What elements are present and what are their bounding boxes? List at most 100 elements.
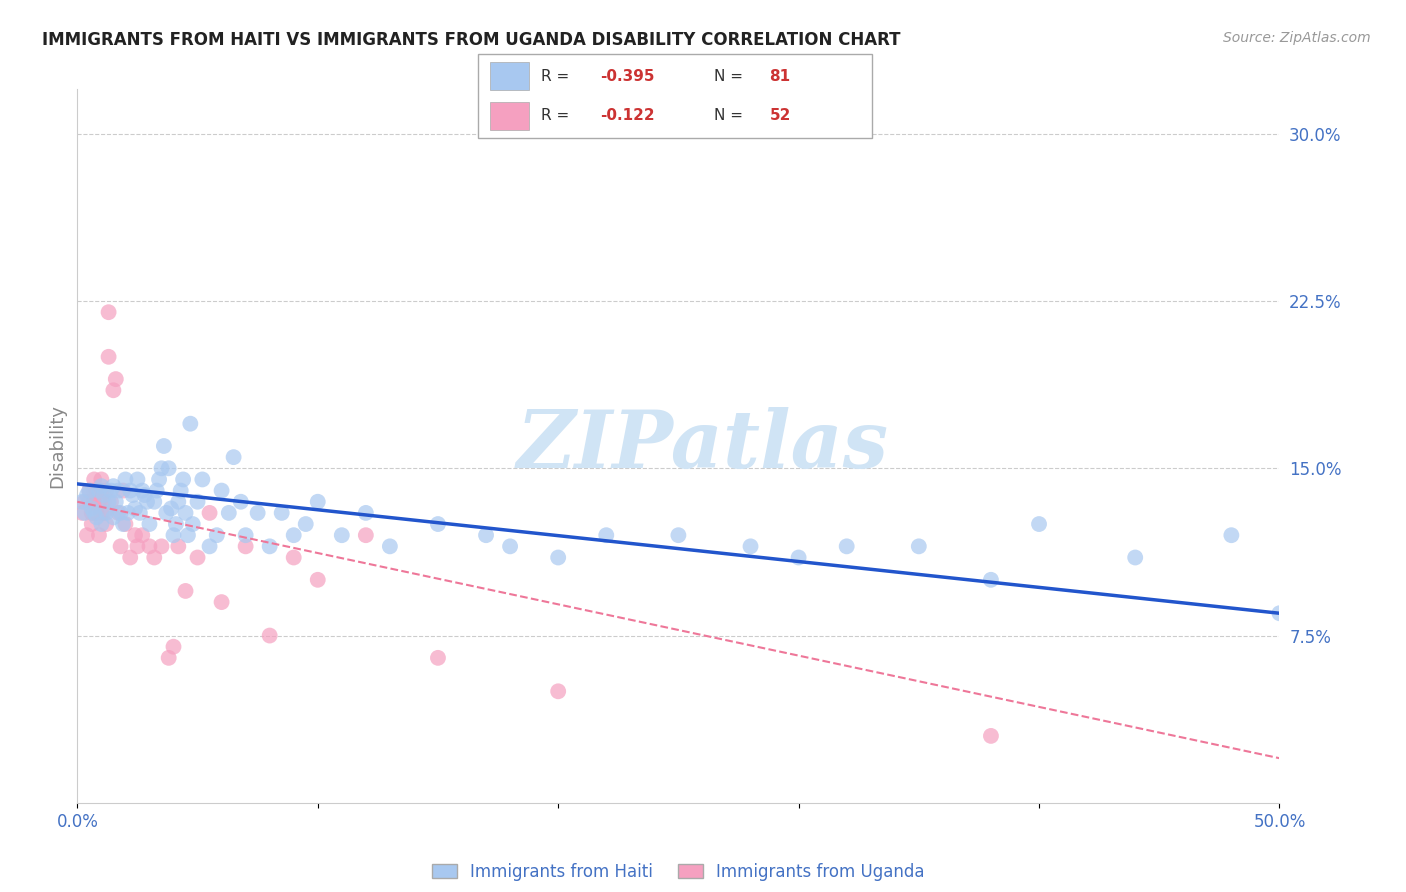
Point (150, 461, 173, 475)
Point (354, 528, 377, 542)
Point (93, 494, 115, 508)
Point (270, 506, 292, 520)
Point (120, 550, 142, 565)
Point (211, 595, 233, 609)
Point (76, 528, 98, 542)
Point (87, 494, 110, 508)
Point (980, 729, 1002, 743)
Point (330, 528, 353, 542)
Point (87, 528, 110, 542)
Point (131, 528, 153, 542)
Point (103, 510, 125, 524)
Point (107, 506, 129, 520)
Point (110, 539, 132, 553)
Point (134, 488, 156, 502)
Point (100, 494, 122, 508)
Point (740, 539, 762, 553)
Point (294, 517, 316, 532)
Point (83, 473, 105, 487)
Point (181, 517, 204, 532)
Text: R =: R = (541, 108, 574, 123)
Point (179, 417, 201, 431)
Point (160, 501, 183, 516)
Point (90, 479, 112, 493)
Point (307, 573, 329, 587)
Point (547, 550, 569, 565)
Point (120, 483, 142, 498)
FancyBboxPatch shape (489, 102, 529, 130)
Point (307, 494, 329, 508)
Point (127, 539, 149, 553)
Point (70, 506, 93, 520)
Point (167, 539, 190, 553)
Point (97, 494, 120, 508)
Point (136, 494, 159, 508)
Point (111, 483, 134, 498)
Point (177, 528, 200, 542)
Point (222, 450, 245, 465)
Text: -0.395: -0.395 (600, 69, 655, 84)
Point (211, 483, 233, 498)
Point (162, 640, 184, 654)
Point (114, 473, 136, 487)
Point (1268, 607, 1291, 621)
Point (73, 506, 96, 520)
Point (79, 483, 101, 498)
Y-axis label: Disability: Disability (48, 404, 66, 488)
Point (148, 473, 170, 487)
Point (205, 528, 228, 542)
Text: ZIPatlas: ZIPatlas (516, 408, 889, 484)
Point (191, 473, 214, 487)
Point (97, 350, 120, 364)
Point (283, 528, 305, 542)
Point (93, 506, 115, 520)
Point (128, 506, 150, 520)
Point (165, 517, 187, 532)
Point (121, 488, 143, 502)
Point (980, 573, 1002, 587)
Point (90, 483, 112, 498)
Point (70, 494, 93, 508)
Text: N =: N = (714, 69, 748, 84)
Text: R =: R = (541, 69, 574, 84)
Point (172, 473, 194, 487)
Point (79, 483, 101, 498)
Point (138, 539, 160, 553)
Point (499, 539, 522, 553)
Point (187, 550, 209, 565)
Point (86, 506, 108, 520)
Point (104, 494, 127, 508)
Point (86, 510, 108, 524)
FancyBboxPatch shape (478, 54, 872, 138)
Point (218, 506, 240, 520)
Point (83, 483, 105, 498)
Text: IMMIGRANTS FROM HAITI VS IMMIGRANTS FROM UGANDA DISABILITY CORRELATION CHART: IMMIGRANTS FROM HAITI VS IMMIGRANTS FROM… (42, 31, 901, 49)
Point (157, 461, 180, 475)
Point (235, 528, 257, 542)
Point (90, 506, 112, 520)
Point (246, 506, 269, 520)
Point (1220, 528, 1243, 542)
Point (96, 517, 118, 532)
Point (114, 517, 136, 532)
Point (155, 506, 177, 520)
Point (162, 528, 184, 542)
Point (427, 517, 450, 532)
Point (354, 506, 377, 520)
Legend: Immigrants from Haiti, Immigrants from Uganda: Immigrants from Haiti, Immigrants from U… (425, 856, 932, 888)
Text: Source: ZipAtlas.com: Source: ZipAtlas.com (1223, 31, 1371, 45)
Point (127, 473, 149, 487)
Point (103, 384, 125, 398)
Point (90, 473, 112, 487)
Point (124, 528, 146, 542)
Point (174, 583, 197, 598)
Point (80, 506, 103, 520)
Point (174, 506, 197, 520)
Point (547, 684, 569, 698)
Point (124, 501, 146, 516)
Point (187, 494, 209, 508)
Point (235, 539, 257, 553)
Point (427, 651, 450, 665)
Text: 52: 52 (769, 108, 790, 123)
Point (668, 528, 690, 542)
